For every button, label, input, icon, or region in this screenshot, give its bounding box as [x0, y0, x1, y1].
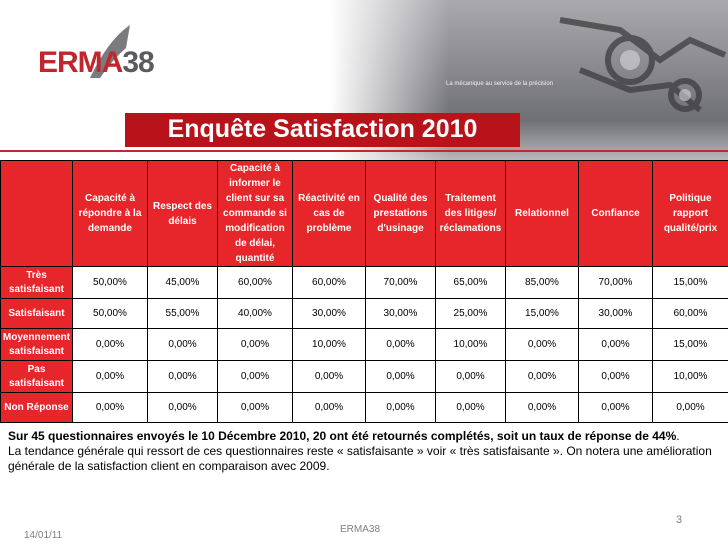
summary-text: Sur 45 questionnaires envoyés le 10 Déce… — [8, 429, 723, 474]
column-header: Confiance — [578, 160, 653, 267]
table-cell: 0,00% — [217, 360, 293, 393]
table-cell: 0,00% — [578, 360, 653, 393]
table-cell: 30,00% — [578, 298, 653, 329]
logo-grey: 38 — [122, 46, 154, 79]
tagline: La mécanique au service de la précision — [446, 81, 554, 87]
table-cell: 0,00% — [147, 392, 218, 423]
table-cell: 30,00% — [292, 298, 366, 329]
logo-red: ERMA — [38, 46, 123, 79]
table-cell: 0,00% — [505, 392, 579, 423]
row-label: Moyennement satisfaisant — [0, 328, 73, 361]
row-label: Satisfaisant — [0, 298, 73, 329]
table-cell: 55,00% — [147, 298, 218, 329]
table-cell: 0,00% — [505, 328, 579, 361]
table-cell: 60,00% — [217, 266, 293, 299]
column-header: Politique rapport qualité/prix — [652, 160, 728, 267]
table-row: Moyennement satisfaisant 0,00% 0,00% 0,0… — [0, 328, 728, 361]
table-cell: 15,00% — [652, 266, 728, 299]
table-cell: 45,00% — [147, 266, 218, 299]
table-cell: 65,00% — [435, 266, 506, 299]
footer-center: ERMA38 — [340, 524, 381, 535]
table-row: Satisfaisant 50,00% 55,00% 40,00% 30,00%… — [0, 298, 728, 329]
table-cell: 70,00% — [578, 266, 653, 299]
table-cell: 0,00% — [217, 392, 293, 423]
table-cell: 0,00% — [435, 392, 506, 423]
table-cell: 15,00% — [505, 298, 579, 329]
table-cell: 10,00% — [435, 328, 506, 361]
column-header: Respect des délais — [147, 160, 218, 267]
table-cell: 0,00% — [578, 328, 653, 361]
satisfaction-table: Capacité à répondre à la demande Respect… — [0, 160, 728, 423]
header-rule — [0, 150, 728, 152]
row-label: Pas satisfaisant — [0, 360, 73, 393]
table-cell: 70,00% — [365, 266, 436, 299]
column-header: Capacité à informer le client sur sa com… — [217, 160, 293, 267]
table-cell: 25,00% — [435, 298, 506, 329]
table-cell: 60,00% — [292, 266, 366, 299]
table-cell: 0,00% — [365, 328, 436, 361]
title-band: Enquête Satisfaction 2010 — [125, 113, 520, 147]
slide-title: Enquête Satisfaction 2010 — [167, 115, 478, 143]
summary-bold: Sur 45 questionnaires envoyés le 10 Déce… — [8, 429, 677, 443]
footer-date: 14/01/11 — [24, 530, 63, 541]
erma38-logo: ERMA38 — [38, 46, 155, 80]
table-cell: 0,00% — [72, 360, 148, 393]
erma-logo-swoosh — [90, 25, 130, 78]
table-cell: 0,00% — [292, 360, 366, 393]
table-cell: 15,00% — [652, 328, 728, 361]
table-row: Pas satisfaisant 0,00% 0,00% 0,00% 0,00%… — [0, 360, 728, 393]
table-cell: 0,00% — [147, 360, 218, 393]
table-cell: 0,00% — [217, 328, 293, 361]
column-header: Capacité à répondre à la demande — [72, 160, 148, 267]
column-header: Qualité des prestations d'usinage — [365, 160, 436, 267]
slide-header: ERMA38 La mécanique au service de la pré… — [0, 0, 728, 160]
table-cell: 0,00% — [652, 392, 728, 423]
table-cell: 85,00% — [505, 266, 579, 299]
column-header: Réactivité en cas de problème — [292, 160, 366, 267]
table-cell: 0,00% — [72, 392, 148, 423]
table-cell: 0,00% — [365, 392, 436, 423]
machine-part-graphic — [559, 17, 727, 113]
table-cell: 50,00% — [72, 266, 148, 299]
table-cell: 0,00% — [505, 360, 579, 393]
table-cell: 0,00% — [578, 392, 653, 423]
table-cell: 0,00% — [72, 328, 148, 361]
table-cell: 40,00% — [217, 298, 293, 329]
table-cell: 30,00% — [365, 298, 436, 329]
table-cell: 50,00% — [72, 298, 148, 329]
table-cell: 10,00% — [292, 328, 366, 361]
column-header: Relationnel — [505, 160, 579, 267]
column-header: Traitement des litiges/ réclamations — [435, 160, 506, 267]
table-cell: 60,00% — [652, 298, 728, 329]
table-header-row: Capacité à répondre à la demande Respect… — [0, 160, 728, 267]
table-cell: 0,00% — [365, 360, 436, 393]
summary-rest: La tendance générale qui ressort de ces … — [8, 444, 712, 473]
table-row: Très satisfaisant 50,00% 45,00% 60,00% 6… — [0, 266, 728, 299]
table-cell: 0,00% — [292, 392, 366, 423]
table-cell: 10,00% — [652, 360, 728, 393]
table-cell: 0,00% — [147, 328, 218, 361]
page-number: 3 — [676, 514, 683, 526]
row-label: Non Réponse — [0, 392, 73, 423]
table-row: Non Réponse 0,00% 0,00% 0,00% 0,00% 0,00… — [0, 392, 728, 423]
table-cell: 0,00% — [435, 360, 506, 393]
column-header — [0, 160, 73, 267]
summary-period: . — [676, 429, 680, 443]
row-label: Très satisfaisant — [0, 266, 73, 299]
